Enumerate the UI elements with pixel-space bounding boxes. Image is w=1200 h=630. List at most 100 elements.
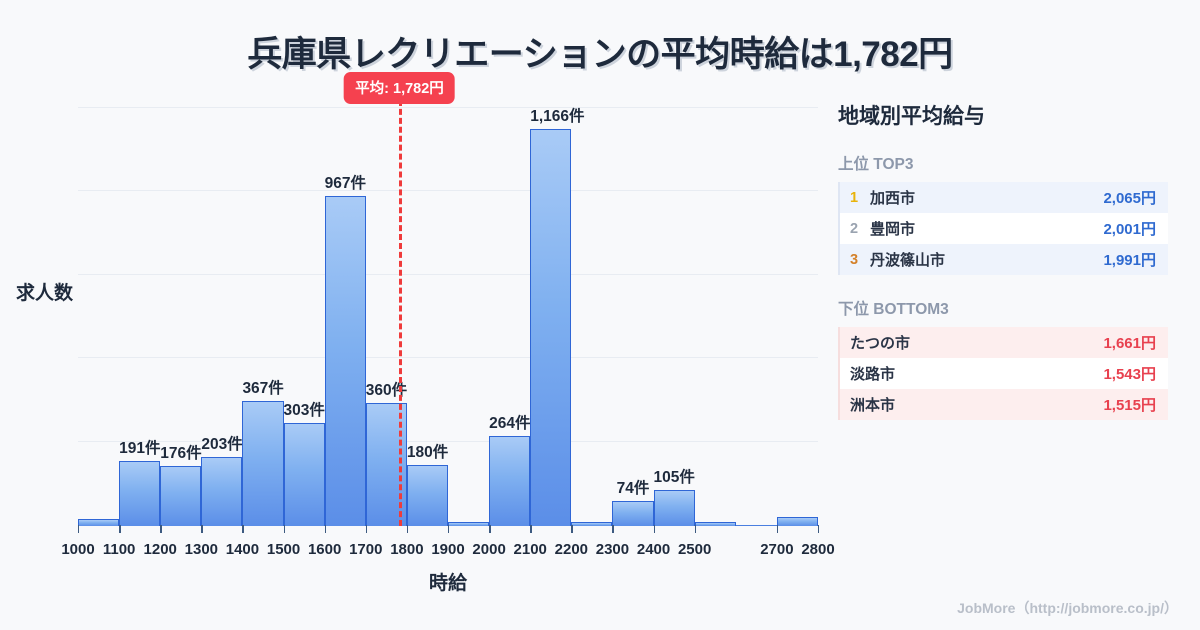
- x-axis-tick: [448, 525, 450, 533]
- x-axis-tick: [489, 525, 491, 533]
- x-axis-tick-label: 1700: [349, 541, 383, 558]
- x-axis-tick: [571, 525, 573, 533]
- histogram-bar: [242, 400, 284, 526]
- x-axis-tick-label: 1300: [184, 541, 219, 558]
- bottom3-table: たつの市 1,661円淡路市 1,543円洲本市 1,515円: [838, 327, 1168, 420]
- bottom3-heading: 下位 BOTTOM3: [838, 301, 949, 318]
- x-axis-tick-label: 2700: [760, 541, 794, 558]
- regional-average-panel: 地域別平均給与 上位 TOP3 1 加西市 2,065円 2 豊岡市 2,001円 3 丹波篠…: [838, 100, 1168, 442]
- average-badge: 平均: 1,782円: [344, 72, 455, 104]
- bar-value-label: 360件: [365, 382, 408, 400]
- rank-row[interactable]: 淡路市 1,543円: [840, 358, 1168, 389]
- bar-value-label: 105件: [653, 469, 695, 487]
- panel-title: 地域別平均給与: [838, 105, 985, 128]
- gridline: [78, 357, 818, 359]
- footer-watermark: JobMore（http://jobmore.co.jp/）: [957, 600, 1178, 616]
- histogram-bar: [694, 522, 736, 526]
- rank-number: 3: [850, 251, 859, 268]
- x-axis-tick-label: 2800: [801, 541, 835, 558]
- rank-city-name: 加西市: [870, 190, 916, 207]
- histogram-bar: [283, 422, 325, 526]
- rank-wage-value: 2,001円: [1103, 221, 1156, 238]
- rank-row[interactable]: 2 豊岡市 2,001円: [840, 213, 1168, 244]
- x-axis-tick-label: 2500: [677, 541, 712, 558]
- x-axis-tick: [653, 525, 655, 533]
- gridline: [78, 190, 818, 192]
- histogram-bar: [530, 128, 572, 526]
- histogram-bar: [489, 436, 531, 526]
- rank-row[interactable]: 3 丹波篠山市 1,991円: [840, 244, 1168, 275]
- histogram-chart: 求人数 時給 191件 176件 203件 367件 303件 967件 360件 180件 2…: [0, 72, 835, 606]
- rank-city-name: 洲本市: [850, 397, 896, 414]
- x-axis-tick: [283, 525, 285, 533]
- x-axis-tick: [694, 525, 697, 533]
- plot-area: 191件 176件 203件 367件 303件 967件 360件 180件 264件 1,16…: [61, 72, 835, 558]
- x-axis-tick-label: 1900: [431, 541, 465, 558]
- bar-value-label: 1,166件: [530, 107, 585, 125]
- bar-value-label: 180件: [406, 443, 449, 461]
- top3-heading: 上位 TOP3: [838, 156, 914, 173]
- y-axis-title: 求人数: [16, 283, 74, 304]
- histogram-bar: [653, 490, 695, 526]
- x-axis-tick: [160, 525, 162, 533]
- x-axis-tick-label: 2100: [513, 541, 547, 558]
- rank-wage-value: 1,515円: [1103, 397, 1156, 414]
- bar-value-label: 176件: [160, 445, 202, 463]
- histogram-bar: [571, 522, 613, 526]
- histogram-bar: [160, 466, 202, 526]
- rank-number: 1: [850, 189, 859, 206]
- x-axis-tick-label: 2000: [472, 541, 506, 558]
- gridline: [78, 273, 818, 275]
- x-axis-tick-label: 1500: [266, 541, 301, 558]
- page-title: 兵庫県レクリエーションの平均時給は1,782円: [247, 35, 953, 74]
- rank-row[interactable]: 洲本市 1,515円: [840, 389, 1168, 420]
- x-axis-tick-label: 1800: [390, 541, 424, 558]
- x-axis-tick: [78, 525, 80, 533]
- x-axis-tick-label: 1100: [102, 541, 136, 558]
- rank-wage-value: 1,543円: [1103, 366, 1156, 383]
- rank-row[interactable]: たつの市 1,661円: [840, 327, 1168, 358]
- x-axis-tick-label: 1200: [143, 541, 177, 558]
- rank-row[interactable]: 1 加西市 2,065円: [840, 182, 1168, 213]
- bar-value-label: 367件: [242, 379, 284, 397]
- x-axis-tick: [776, 525, 779, 533]
- x-axis-tick-label: 2300: [595, 541, 630, 558]
- gridline: [78, 106, 818, 108]
- rank-wage-value: 2,065円: [1103, 190, 1156, 207]
- x-axis-tick: [406, 525, 409, 533]
- x-axis-tick: [324, 525, 327, 533]
- rank-wage-value: 1,991円: [1103, 252, 1156, 269]
- histogram-bar: [776, 517, 818, 526]
- histogram-bar: [78, 518, 120, 526]
- rank-wage-value: 1,661円: [1103, 335, 1156, 352]
- x-axis-tick: [242, 525, 244, 533]
- bar-value-label: 74件: [616, 479, 650, 497]
- rank-city-name: 丹波篠山市: [870, 252, 946, 269]
- rank-city-name: 淡路市: [850, 366, 896, 383]
- x-axis-tick-label: 2200: [554, 541, 589, 558]
- bar-value-label: 191件: [119, 439, 161, 457]
- bar-value-label: 303件: [283, 401, 325, 419]
- top3-table: 1 加西市 2,065円 2 豊岡市 2,001円 3 丹波篠山市 1,991円: [838, 182, 1168, 275]
- x-axis-tick-label: 1000: [61, 541, 95, 558]
- x-axis-tick: [612, 525, 614, 533]
- x-axis-tick: [201, 525, 203, 533]
- x-axis-tick: [365, 525, 368, 533]
- gridline: [78, 440, 818, 442]
- histogram-bar: [201, 456, 243, 526]
- average-line: [399, 100, 403, 526]
- rank-city-name: たつの市: [850, 335, 911, 352]
- x-axis-tick-label: 1600: [307, 541, 342, 558]
- x-axis-title: 時給: [428, 573, 467, 594]
- rank-city-name: 豊岡市: [870, 221, 916, 238]
- histogram-bar: [119, 460, 161, 526]
- histogram-bar: [448, 522, 490, 526]
- rank-number: 2: [850, 220, 859, 237]
- x-axis-tick-label: 2400: [636, 541, 671, 558]
- bar-value-label: 967件: [324, 175, 367, 193]
- bar-value-label: 203件: [201, 435, 243, 453]
- x-axis-tick: [530, 525, 532, 533]
- x-axis-tick: [818, 525, 820, 533]
- x-axis-tick: [119, 525, 121, 533]
